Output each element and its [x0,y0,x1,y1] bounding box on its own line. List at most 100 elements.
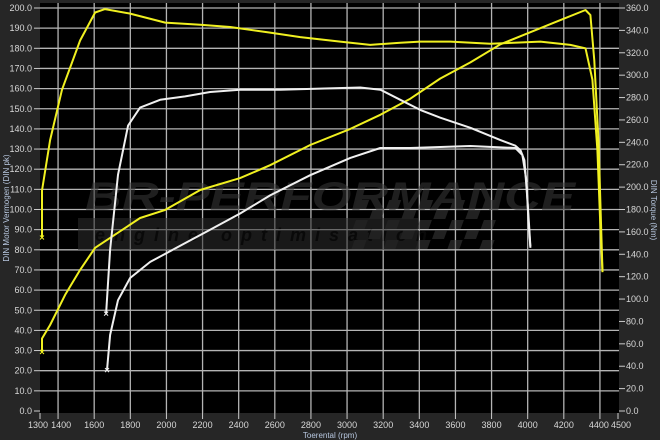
y2-tick-label: 160.0 [626,227,649,237]
flag-square [385,200,402,209]
y2-tick-label: 60.0 [626,339,644,349]
x-tick-label: 1400 [51,420,71,430]
series-start-marker [104,367,110,373]
y-tick-label: 60.0 [14,285,32,295]
flag-square [481,200,498,209]
flag-square [447,240,463,249]
y2-tick-label: 140.0 [626,249,649,259]
x-tick-label: 4200 [554,420,574,430]
axes: 0.0 10.0 20.0 30.0 40.0 50.0 60.0 70.0 80.0 90.0 1… [9,3,648,430]
x-tick-label: 2200 [193,420,213,430]
flag-square [368,230,384,239]
x-tick-label: 4000 [518,420,538,430]
flag-square [369,210,385,219]
flag-square [449,200,466,209]
flag-square [400,230,416,239]
y-tick-label: 140.0 [9,124,32,134]
plot-area [40,3,619,413]
x-tick-label: 2800 [301,420,321,430]
watermark-brand: BR-PERFORMANCE [85,175,577,219]
flag-square [448,220,464,229]
x-tick-label: 1300 [28,420,48,430]
y-tick-label: 120.0 [9,164,32,174]
y-tick-label: 110.0 [10,184,32,194]
flag-square [464,230,480,239]
y-tick-label: 20.0 [14,366,32,376]
series-line-1 [41,8,604,273]
series-line-4 [106,145,532,371]
y-tick-label: 40.0 [14,325,32,335]
flag-square [353,200,370,209]
flag-square [401,210,417,219]
checkered-flag-icon [351,200,498,249]
y2-tick-label: 320.0 [626,48,649,58]
flag-square [432,230,448,239]
y-tick-label: 100.0 [9,205,32,215]
y2-tick-label: 360.0 [626,3,649,13]
y2-tick-label: 100.0 [626,294,649,304]
x-tick-label: 1600 [84,420,104,430]
flag-square [417,200,434,209]
y-tick-label: 0.0 [19,406,32,416]
flag-square [415,240,431,249]
y2-tick-label: 240.0 [626,137,649,147]
y-tick-label: 10.0 [14,386,32,396]
flag-square [480,220,496,229]
x-tick-label: 4500 [611,420,631,430]
x-axis-label: Toerental (rpm) [303,431,358,440]
y2-tick-label: 40.0 [626,361,644,371]
y2-tick-label: 260.0 [626,115,649,125]
x-tick-label: 4400 [589,420,609,430]
x-tick-label: 3400 [409,420,429,430]
watermark-logo: BR-PERFORMANCE engine optimisation [78,175,577,250]
y-tick-label: 200.0 [9,3,32,13]
x-tick-label: 3000 [337,420,357,430]
series-group [39,8,604,373]
y-tick-label: 90.0 [14,225,32,235]
y2-axis-label: DIN Torque (Nm) [649,180,658,241]
x-tick-label: 1800 [120,420,140,430]
y2-tick-label: 120.0 [626,272,649,282]
y-tick-label: 50.0 [14,305,32,315]
y-tick-label: 170.0 [9,63,32,73]
x-tick-label: 3200 [373,420,393,430]
x-tick-label: 2400 [229,420,249,430]
y-tick-label: 150.0 [9,104,32,114]
flag-square [352,220,368,229]
x-tick-label: 2600 [265,420,285,430]
y2-tick-label: 300.0 [626,70,649,80]
series-start-marker [103,311,109,316]
series-start-marker [39,235,45,240]
y-tick-label: 30.0 [14,346,32,356]
y-tick-label: 190.0 [9,23,32,33]
y2-tick-label: 340.0 [626,25,649,35]
series-line-2 [41,9,604,352]
flag-square [433,210,449,219]
y-tick-label: 160.0 [9,84,32,94]
flag-square [465,210,481,219]
x-tick-label: 3600 [445,420,465,430]
flag-square [384,220,400,229]
series-line-3 [105,86,532,314]
series-start-marker [39,349,45,355]
y2-tick-label: 280.0 [626,93,649,103]
flag-square [479,240,495,249]
y2-tick-label: 80.0 [626,316,644,326]
y-tick-label: 70.0 [14,265,32,275]
x-tick-label: 2000 [156,420,176,430]
y2-tick-label: 220.0 [626,160,649,170]
y-tick-label: 180.0 [9,43,32,53]
y2-tick-label: 0.0 [626,406,639,416]
flag-square [351,240,367,249]
y2-tick-label: 180.0 [626,205,649,215]
y2-tick-label: 20.0 [626,384,644,394]
y-axis-label: DIN Motor Vermogen (DIN pk) [2,154,11,261]
flag-square [416,220,432,229]
watermark-tagline: engine optimisation [95,225,436,245]
flag-square [383,240,399,249]
y-tick-label: 80.0 [14,245,32,255]
y2-tick-label: 200.0 [626,182,649,192]
y-tick-label: 130.0 [9,144,32,154]
